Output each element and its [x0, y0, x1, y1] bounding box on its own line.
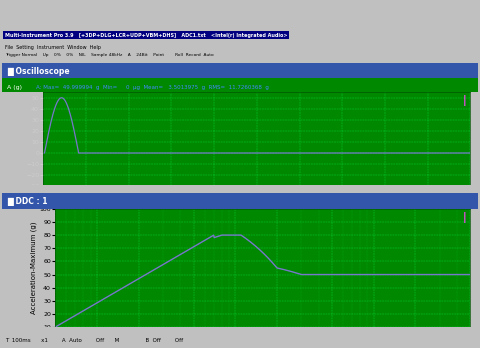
Text: A: Max=  49.999994  g  Min=     0  μg  Mean=   3.5013975  g  RMS=  11.7260368  g: A: Max= 49.999994 g Min= 0 μg Mean= 3.50… [36, 86, 269, 90]
Y-axis label: Acceleration-Maximum (g): Acceleration-Maximum (g) [30, 222, 36, 314]
Text: Multi-Instrument Pro 3.9   [+3DP+DLG+LCR+UDP+VBM+DHS]   ADC1.txt   <Intel(r) Int: Multi-Instrument Pro 3.9 [+3DP+DLG+LCR+U… [5, 33, 288, 38]
Title: Shock Response Spectrum (Q=10): Shock Response Spectrum (Q=10) [185, 198, 341, 207]
Text: |: | [463, 95, 466, 106]
X-axis label: Frequency (Hz): Frequency (Hz) [234, 338, 292, 347]
Text: File  Setting  Instrument  Window  Help: File Setting Instrument Window Help [5, 45, 101, 49]
Text: T  100ms      x1        A  Auto        Off      M               B  Off        Of: T 100ms x1 A Auto Off M B Off Of [5, 338, 183, 343]
X-axis label: WAVEFORM: WAVEFORM [237, 197, 277, 203]
Text: |: | [463, 212, 466, 223]
Text: Trigger Normal    Up    0%    0%    NIL    Sample 48kHz    A    24Bit    Point  : Trigger Normal Up 0% 0% NIL Sample 48kHz… [5, 53, 214, 57]
Text: █ DDC : 1: █ DDC : 1 [7, 197, 48, 206]
Text: A (g): A (g) [7, 86, 22, 90]
Text: █ Oscilloscope: █ Oscilloscope [7, 66, 70, 76]
